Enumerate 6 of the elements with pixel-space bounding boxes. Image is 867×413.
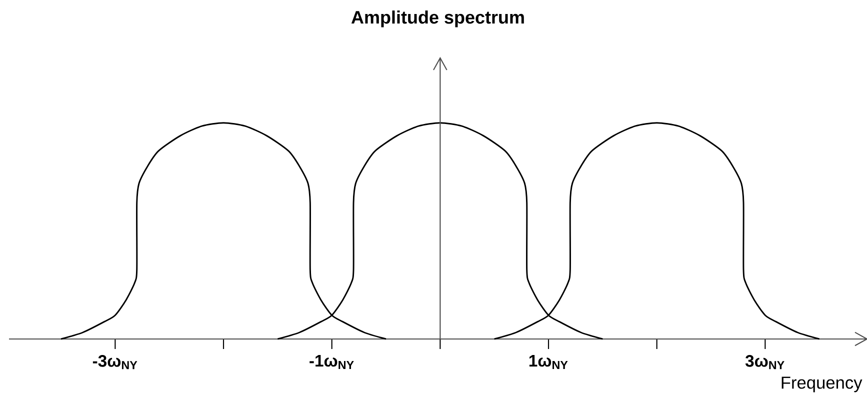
x-tick-label: -1ω$_{NY}$ [310,355,354,370]
chart-title: Amplitude spectrum [351,10,524,28]
x-tick-label: 3ω$_{NY}$ [745,355,784,370]
x-tick-label: -3ω$_{NY}$ [92,355,138,370]
x-tick-label: 1ω$_{NY}$ [529,355,568,370]
x-axis-title: Frequency [782,376,862,392]
